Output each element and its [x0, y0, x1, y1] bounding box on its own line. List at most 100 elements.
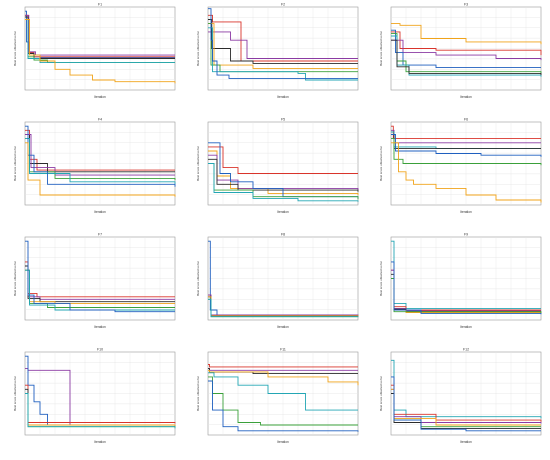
series-line-6 — [208, 298, 359, 318]
chart-panel-F1: F1 Iteration Best score obtained so far — [1, 0, 184, 115]
series-line-6 — [25, 142, 176, 197]
chart-panel-F11: F11 Iteration Best score obtained so far — [184, 345, 367, 460]
chart-title: F12 — [463, 348, 469, 352]
chart-svg: F7 Iteration Best score obtained so far — [13, 233, 176, 329]
series-line-5 — [391, 278, 542, 314]
series-line-4 — [208, 372, 358, 411]
series-line-5 — [391, 393, 541, 429]
chart-title: F9 — [464, 233, 468, 237]
chart-svg: F12 Iteration Best score obtained so far — [379, 348, 542, 444]
chart-panel-F4: F4 Iteration Best score obtained so far — [1, 115, 184, 230]
series-line-4 — [391, 33, 542, 74]
series-line-3 — [208, 23, 358, 69]
series-line-6 — [391, 261, 542, 315]
series-line-6 — [391, 376, 541, 432]
series-line-0 — [25, 129, 175, 171]
y-axis-label: Best score obtained so far — [13, 146, 17, 181]
series-line-1 — [391, 31, 542, 56]
chart-title: F11 — [280, 348, 286, 352]
y-axis-label: Best score obtained so far — [196, 146, 200, 181]
chart-panel-F9: F9 Iteration Best score obtained so far — [367, 230, 550, 345]
series-line-2 — [25, 134, 175, 176]
chart-svg: F3 Iteration Best score obtained so far — [379, 3, 542, 99]
series-line-6 — [25, 240, 175, 313]
chart-svg: F6 Iteration Best score obtained so far — [379, 118, 542, 214]
chart-panel-F5: F5 Iteration Best score obtained so far — [184, 115, 367, 230]
x-axis-label: Iteration — [460, 210, 472, 214]
series-line-0 — [208, 364, 358, 368]
series-line-6 — [208, 380, 359, 432]
series-line-5 — [208, 27, 358, 81]
y-axis-label: Best score obtained so far — [379, 376, 383, 411]
y-axis-label: Best score obtained so far — [13, 376, 17, 411]
chart-svg: F2 Iteration Best score obtained so far — [196, 3, 359, 99]
series-line-0 — [391, 359, 542, 419]
x-axis-label: Iteration — [277, 440, 289, 444]
series-line-6 — [391, 142, 542, 203]
series-line-6 — [25, 19, 176, 84]
chart-title: F2 — [281, 3, 285, 7]
chart-panel-F3: F3 Iteration Best score obtained so far — [367, 0, 550, 115]
x-axis-label: Iteration — [94, 440, 106, 444]
series-line-5 — [391, 138, 542, 166]
chart-title: F8 — [281, 233, 285, 237]
series-line-6 — [25, 393, 176, 429]
chart-title: F3 — [464, 3, 468, 7]
series-line-3 — [25, 16, 175, 59]
y-axis-label: Best score obtained so far — [196, 31, 200, 66]
chart-svg: F4 Iteration Best score obtained so far — [13, 118, 176, 214]
series-line-4 — [391, 134, 542, 157]
chart-title: F1 — [98, 3, 102, 7]
series-line-0 — [391, 240, 541, 309]
chart-panel-F8: F8 Iteration Best score obtained so far — [184, 230, 367, 345]
series-line-6 — [391, 39, 542, 76]
series-line-0 — [25, 261, 175, 298]
series-line-5 — [25, 125, 176, 187]
y-axis-label: Best score obtained so far — [379, 31, 383, 66]
chart-title: F5 — [281, 118, 285, 122]
x-axis-label: Iteration — [94, 325, 106, 329]
chart-panel-F7: F7 Iteration Best score obtained so far — [1, 230, 184, 345]
y-axis-label: Best score obtained so far — [13, 261, 17, 296]
series-line-2 — [208, 154, 359, 191]
series-line-1 — [208, 31, 358, 59]
series-line-3 — [208, 369, 359, 386]
series-line-2 — [391, 39, 542, 61]
chart-panel-F10: F10 Iteration Best score obtained so far — [1, 345, 184, 460]
x-axis-label: Iteration — [277, 325, 289, 329]
chart-title: F6 — [464, 118, 468, 122]
y-axis-label: Best score obtained so far — [13, 31, 17, 66]
x-axis-label: Iteration — [460, 325, 472, 329]
x-axis-label: Iteration — [460, 440, 472, 444]
y-axis-label: Best score obtained so far — [196, 261, 200, 296]
y-axis-label: Best score obtained so far — [196, 376, 200, 411]
chart-panel-F12: F12 Iteration Best score obtained so far — [367, 345, 550, 460]
y-axis-label: Best score obtained so far — [379, 146, 383, 181]
series-line-0 — [208, 146, 358, 174]
chart-panel-F2: F2 Iteration Best score obtained so far — [184, 0, 367, 115]
chart-title: F7 — [98, 233, 102, 237]
x-axis-label: Iteration — [277, 210, 289, 214]
chart-title: F4 — [98, 118, 102, 122]
y-axis-label: Best score obtained so far — [379, 261, 383, 296]
x-axis-label: Iteration — [460, 95, 472, 99]
series-line-4 — [25, 138, 176, 185]
chart-svg: F5 Iteration Best score obtained so far — [196, 118, 359, 214]
chart-svg: F8 Iteration Best score obtained so far — [196, 233, 359, 329]
x-axis-label: Iteration — [277, 95, 289, 99]
series-line-6 — [208, 163, 359, 202]
series-line-2 — [25, 14, 175, 56]
chart-panel-F6: F6 Iteration Best score obtained so far — [367, 115, 550, 230]
series-line-0 — [391, 23, 542, 45]
chart-title: F10 — [97, 348, 103, 352]
chart-svg: F11 Iteration Best score obtained so far — [196, 348, 359, 444]
x-axis-label: Iteration — [94, 95, 106, 99]
x-axis-label: Iteration — [94, 210, 106, 214]
series-line-3 — [208, 158, 359, 192]
series-line-6 — [208, 8, 358, 79]
chart-svg: F10 Iteration Best score obtained so far — [13, 348, 176, 444]
chart-svg: F9 Iteration Best score obtained so far — [379, 233, 542, 329]
series-line-2 — [391, 269, 541, 312]
chart-svg: F1 Iteration Best score obtained so far — [13, 3, 176, 99]
